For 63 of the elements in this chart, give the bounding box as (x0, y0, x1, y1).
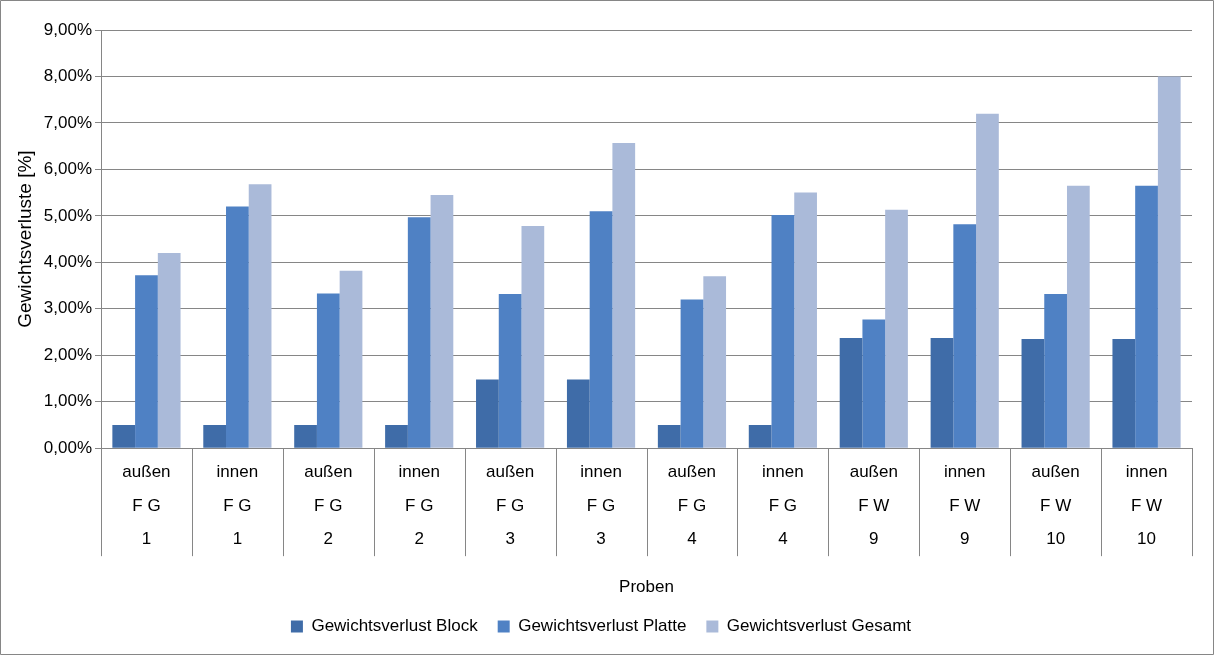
y-tick-label: 5,00% (43, 205, 92, 225)
x-tick-label: innen F W 9 (943, 462, 986, 548)
legend-label: Gewichtsverlust Platte (518, 616, 687, 636)
bar (157, 253, 181, 448)
x-tick-label: außen F W 10 (1031, 462, 1080, 548)
x-tick-label: innen F W 10 (1125, 462, 1168, 548)
bar (294, 424, 317, 448)
bar (953, 224, 977, 448)
x-tick-label: innen F G 3 (580, 462, 622, 548)
bar (1157, 76, 1181, 448)
y-tick-label: 4,00% (43, 251, 92, 271)
bar (862, 319, 886, 448)
bar (839, 338, 863, 448)
y-tick-label: 0,00% (43, 437, 92, 457)
bar (657, 424, 681, 448)
bar (1066, 185, 1090, 448)
bar (976, 113, 999, 448)
bar (521, 226, 545, 448)
x-tick-label: innen F G 2 (398, 462, 441, 548)
bar (930, 338, 954, 448)
bar (339, 270, 363, 448)
bar (794, 192, 817, 448)
legend-label: Gewichtsverlust Block (311, 616, 479, 636)
bar (1135, 185, 1158, 448)
bar (1112, 338, 1136, 448)
bar (430, 194, 454, 448)
bar (566, 379, 590, 448)
x-tick-label: innen F G 4 (762, 462, 804, 548)
bar (385, 424, 408, 448)
bar (680, 299, 704, 448)
x-tick-label: außen F G 2 (304, 462, 353, 548)
bar (748, 424, 772, 448)
bar (316, 293, 340, 448)
x-tick-label: außen F G 4 (667, 462, 717, 548)
y-tick-label: 7,00% (43, 112, 92, 132)
bar (248, 184, 272, 448)
x-axis-title: Proben (619, 577, 674, 597)
bar (476, 379, 499, 448)
y-tick-label: 6,00% (43, 159, 92, 179)
y-tick-label: 2,00% (43, 344, 92, 364)
x-tick-label: innen F G 1 (216, 462, 259, 548)
y-tick-label: 3,00% (43, 298, 92, 318)
bar (112, 424, 136, 448)
y-tick-label: 8,00% (43, 66, 92, 86)
bar (407, 217, 431, 448)
bar (226, 206, 249, 448)
y-tick-label: 9,00% (43, 19, 92, 39)
bar (612, 142, 636, 448)
x-tick-label: außen F G 3 (486, 462, 535, 548)
x-tick-label: außen F G 1 (122, 462, 171, 548)
bar (135, 275, 158, 448)
bar (885, 209, 908, 448)
y-tick-label: 1,00% (43, 391, 92, 411)
bar (771, 214, 795, 448)
bar (1044, 293, 1067, 448)
bar (1021, 338, 1045, 448)
bar (703, 276, 727, 448)
bar (589, 211, 613, 448)
x-tick-label: außen F W 9 (849, 462, 898, 548)
legend-label: Gewichtsverlust Gesamt (726, 616, 912, 636)
bar (498, 293, 522, 448)
bar (203, 424, 227, 448)
y-axis-title: Gewichtsverluste [%] (13, 150, 35, 328)
